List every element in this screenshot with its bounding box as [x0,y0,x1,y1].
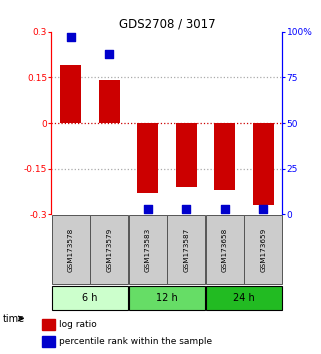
Bar [206,286,282,310]
Bar [176,123,197,187]
Bar [42,336,55,347]
Point [222,206,227,212]
Bar [244,215,282,284]
Bar [137,123,158,193]
Bar [129,286,205,310]
Bar [52,215,90,284]
Bar [167,215,205,284]
Bar [214,123,235,190]
Text: GSM173658: GSM173658 [222,227,228,272]
Point [184,206,189,212]
Text: time: time [3,314,25,324]
Bar [99,80,120,123]
Text: GSM173578: GSM173578 [68,227,74,272]
Bar [90,215,128,284]
Text: 6 h: 6 h [82,293,98,303]
Point [68,34,73,40]
Text: 24 h: 24 h [233,293,255,303]
Bar [129,215,167,284]
Text: GSM173583: GSM173583 [145,227,151,272]
Point [261,206,266,212]
Text: GSM173587: GSM173587 [183,227,189,272]
Bar [253,123,274,205]
Bar [206,215,244,284]
Title: GDS2708 / 3017: GDS2708 / 3017 [118,18,215,31]
Point [107,51,112,57]
Text: log ratio: log ratio [59,320,97,329]
Text: percentile rank within the sample: percentile rank within the sample [59,337,213,346]
Bar [42,319,55,330]
Text: GSM173659: GSM173659 [260,227,266,272]
Point [145,206,150,212]
Text: 12 h: 12 h [156,293,178,303]
Bar [60,65,81,123]
Text: GSM173579: GSM173579 [106,227,112,272]
Bar [52,286,128,310]
